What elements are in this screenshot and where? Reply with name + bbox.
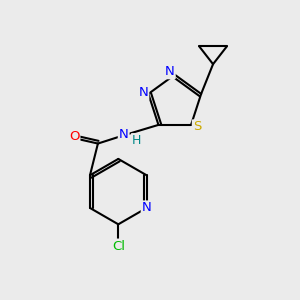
Text: Cl: Cl (112, 240, 125, 253)
Text: N: N (142, 202, 152, 214)
Text: N: N (165, 65, 175, 78)
Text: O: O (69, 130, 80, 143)
Text: N: N (139, 86, 148, 99)
Text: H: H (132, 134, 141, 147)
Text: N: N (119, 128, 128, 141)
Text: S: S (193, 120, 201, 134)
